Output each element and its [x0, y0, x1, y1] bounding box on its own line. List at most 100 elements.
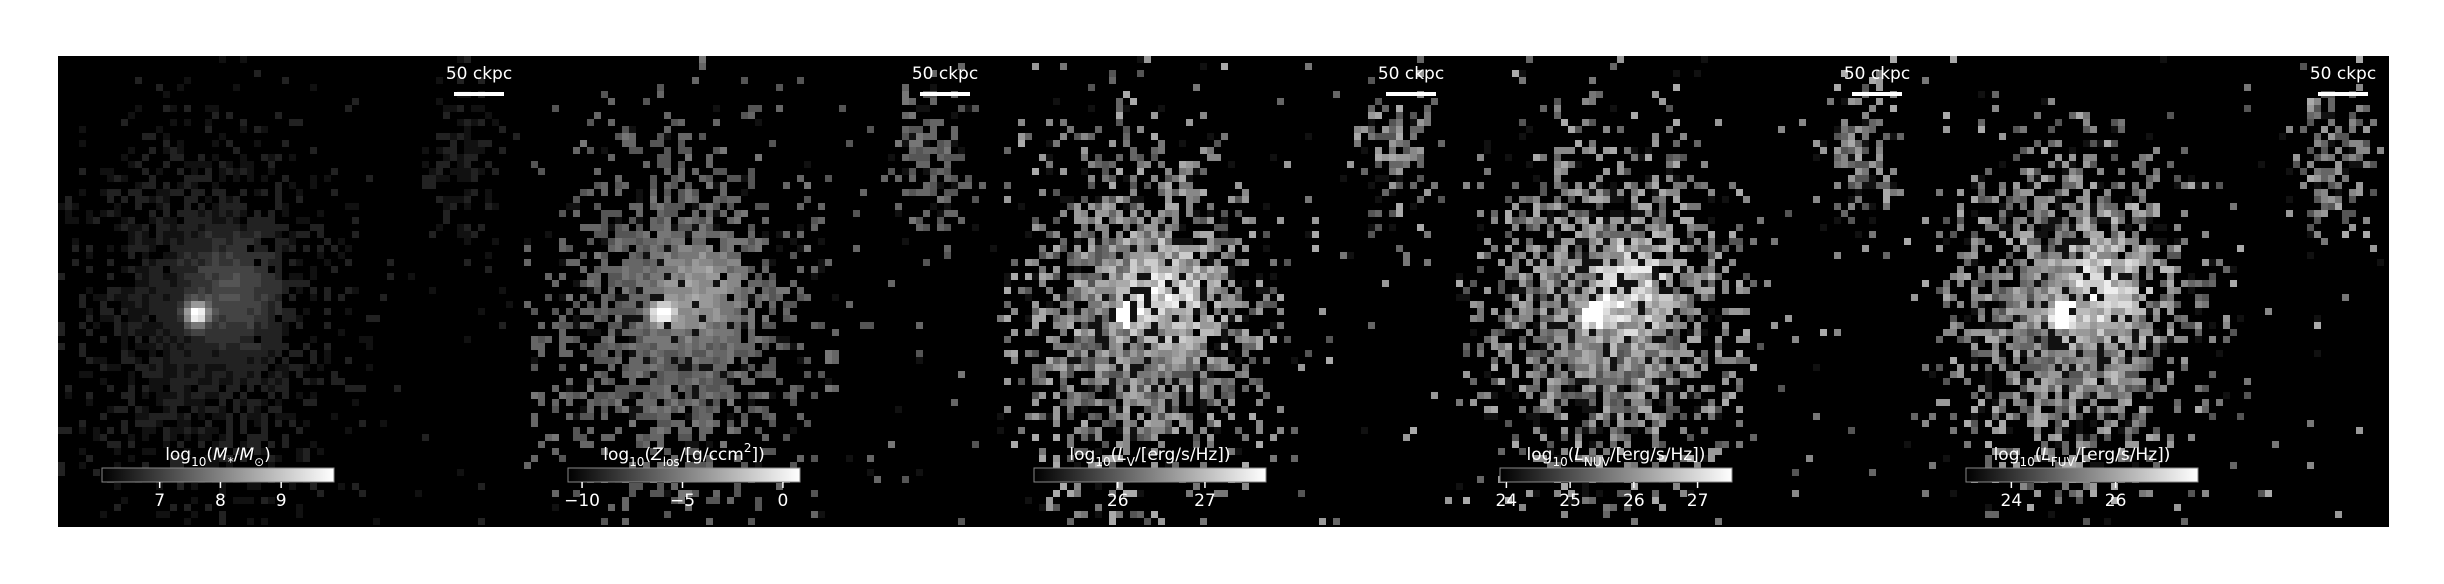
scale-bar-label: 50 ckpc — [2310, 64, 2376, 84]
label-part: 10 — [1095, 455, 1110, 469]
colorbar-label: log10(LNUV/[erg/s/Hz]) — [1527, 445, 1706, 469]
colorbar — [567, 467, 801, 483]
pixel-layer — [1568, 217, 1715, 385]
label-part: 10 — [629, 455, 644, 469]
scale-bar — [454, 92, 504, 96]
label-part: ( — [1111, 445, 1118, 465]
label-part: L — [1574, 445, 1583, 465]
pixel-layer — [1463, 91, 1904, 518]
label-part: ( — [644, 445, 651, 465]
colorbar-tick-label: −10 — [564, 491, 600, 511]
label-part: ( — [2035, 445, 2042, 465]
colorbar-tick-label: 26 — [1623, 491, 1645, 511]
pixel-layer — [1004, 91, 1424, 518]
scale-bar — [1386, 92, 1436, 96]
pixel-layer — [1596, 245, 1666, 336]
label-part: log — [603, 445, 629, 465]
scale-bar-label: 50 ckpc — [1378, 64, 1444, 84]
pixel-layer — [1116, 287, 1172, 329]
label-part: 10 — [1552, 455, 1567, 469]
pixel-layer — [1596, 238, 1673, 329]
label-part: los — [663, 455, 680, 469]
colorbar-tick-label: 24 — [1496, 491, 1518, 511]
label-part: log — [1069, 445, 1095, 465]
label-part: log — [1527, 445, 1553, 465]
pixel-layer — [1922, 77, 2377, 504]
pixel-layer — [990, 56, 1417, 518]
pixel-layer — [1018, 70, 1445, 525]
scale-bar-label: 50 ckpc — [912, 64, 978, 84]
label-part: NUV — [1584, 455, 1611, 469]
label-part: 2 — [744, 441, 752, 455]
colorbar-tick-label: 8 — [215, 491, 226, 511]
colorbar-label: log10(Zlos/[g/ccm2]) — [603, 441, 764, 469]
pixel-layer — [1922, 56, 2370, 511]
colorbar — [1965, 467, 2199, 483]
scale-bar — [920, 92, 970, 96]
label-part: /[g/ccm — [680, 445, 744, 465]
label-part: FUV — [2051, 455, 2076, 469]
pixel-layer — [1936, 63, 2377, 525]
label-part: * — [228, 455, 234, 469]
pixel-layer — [1004, 63, 1424, 525]
scale-bar — [1852, 92, 1902, 96]
pixel-layer — [2069, 252, 2132, 329]
colorbar-tick-label: 27 — [1687, 491, 1709, 511]
label-part: / — [234, 445, 240, 465]
colorbar-tick-label: 26 — [2105, 491, 2127, 511]
pixel-layer — [2055, 294, 2097, 329]
colorbar-tick-label: 7 — [154, 491, 165, 511]
label-part: ) — [264, 445, 271, 465]
pixel-layer — [198, 315, 205, 322]
scale-bar — [2318, 92, 2368, 96]
pixel-layer — [1463, 84, 1869, 511]
label-part: /[erg/s/Hz]) — [1610, 445, 1706, 465]
pixel-layer — [650, 308, 657, 315]
label-part: ⊙ — [254, 455, 264, 469]
pixel-layer — [650, 252, 727, 329]
colorbar — [101, 467, 335, 483]
label-part: L — [1117, 445, 1126, 465]
pixel-layer — [997, 63, 1438, 525]
pixel-layer — [657, 266, 713, 329]
label-part: ]) — [751, 445, 764, 465]
pixel-layer — [58, 56, 520, 525]
label-part: M — [239, 445, 254, 465]
label-part: ( — [1568, 445, 1575, 465]
label-part: log — [1994, 445, 2020, 465]
label-part: M — [213, 445, 228, 465]
colorbar — [1033, 467, 1267, 483]
pixel-layer — [1123, 238, 1200, 343]
pixel-layer — [2048, 245, 2153, 336]
pixel-layer — [531, 56, 965, 504]
colorbar-tick-label: 27 — [1194, 491, 1216, 511]
scale-bar-label: 50 ckpc — [446, 64, 512, 84]
colorbar-tick-label: −5 — [670, 491, 695, 511]
colorbar-label: log10(LV/[erg/s/Hz]) — [1069, 445, 1230, 469]
pixel-layer — [524, 84, 979, 518]
pixel-layer — [1582, 266, 1652, 329]
pixel-layer — [657, 315, 671, 322]
pixel-layer — [191, 308, 198, 315]
colorbar — [1499, 467, 1733, 483]
label-part: 10 — [2020, 455, 2035, 469]
label-part: 10 — [191, 455, 206, 469]
label-part: V — [1127, 455, 1136, 469]
pixel-layer — [2020, 203, 2174, 385]
label-part: /[erg/s/Hz]) — [1135, 445, 1231, 465]
pixel-layer — [657, 308, 671, 315]
colorbar-tick-label: 0 — [778, 491, 789, 511]
pixel-layer — [1582, 294, 1624, 329]
colorbar-tick-label: 9 — [276, 491, 287, 511]
colorbar-label: log10(LFUV/[erg/s/Hz]) — [1994, 445, 2171, 469]
label-part: log — [165, 445, 191, 465]
label-part: L — [2041, 445, 2050, 465]
pixel-layer — [1137, 273, 1193, 308]
label-part: /[erg/s/Hz]) — [2075, 445, 2171, 465]
pixel-layer — [177, 231, 282, 350]
label-part: Z — [650, 445, 663, 465]
colorbar-tick-label: 26 — [1107, 491, 1129, 511]
scale-bar-label: 50 ckpc — [1844, 64, 1910, 84]
